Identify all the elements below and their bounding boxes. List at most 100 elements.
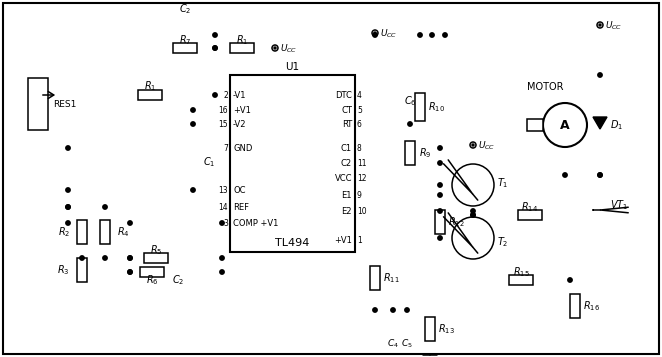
Circle shape [438, 193, 442, 197]
Text: $R_{16}$: $R_{16}$ [583, 299, 600, 313]
Text: $R_1$: $R_1$ [236, 33, 248, 47]
Text: $R_4$: $R_4$ [117, 225, 130, 239]
Circle shape [471, 209, 475, 213]
Circle shape [598, 73, 602, 77]
Text: 3: 3 [223, 218, 228, 227]
Text: $C_2$: $C_2$ [172, 273, 184, 287]
Bar [415, 93, 425, 121]
Bar [518, 210, 542, 220]
Text: +V1: +V1 [233, 106, 251, 115]
Bar [28, 78, 48, 130]
Text: $R_3$: $R_3$ [58, 263, 70, 277]
Circle shape [128, 256, 132, 260]
Text: VCC: VCC [334, 174, 352, 182]
Text: OC: OC [233, 186, 246, 195]
Text: $R_1$: $R_1$ [144, 79, 156, 93]
Circle shape [438, 183, 442, 187]
Circle shape [471, 213, 475, 217]
Text: REF: REF [233, 202, 249, 211]
Circle shape [66, 221, 70, 225]
Circle shape [103, 256, 107, 260]
Text: C1: C1 [341, 144, 352, 152]
Text: $R_{13}$: $R_{13}$ [438, 322, 455, 336]
Circle shape [443, 33, 448, 37]
Bar [77, 220, 87, 244]
Text: U1: U1 [285, 62, 300, 72]
Text: 8: 8 [357, 144, 361, 152]
Bar [425, 317, 435, 341]
Circle shape [408, 122, 412, 126]
Circle shape [220, 221, 224, 225]
Circle shape [391, 308, 395, 312]
Circle shape [438, 209, 442, 213]
Text: 4: 4 [357, 91, 362, 100]
Bar [509, 275, 533, 285]
Circle shape [220, 270, 224, 274]
Text: $C_6$: $C_6$ [404, 94, 416, 108]
Circle shape [563, 173, 567, 177]
Text: $R_{10}$: $R_{10}$ [428, 100, 445, 114]
Text: +V1: +V1 [334, 236, 352, 245]
Circle shape [66, 188, 70, 192]
Text: $U_{CC}$: $U_{CC}$ [380, 28, 397, 40]
Circle shape [213, 46, 217, 50]
Circle shape [66, 205, 70, 209]
Text: $R_{14}$: $R_{14}$ [522, 200, 539, 214]
Text: $U_{CC}$: $U_{CC}$ [478, 140, 495, 152]
Text: 14: 14 [218, 202, 228, 211]
Text: COMP +V1: COMP +V1 [233, 218, 279, 227]
Circle shape [213, 93, 217, 97]
Text: 2: 2 [223, 91, 228, 100]
Circle shape [599, 24, 601, 26]
Text: E2: E2 [342, 206, 352, 216]
Circle shape [66, 146, 70, 150]
Text: 16: 16 [218, 106, 228, 115]
Circle shape [430, 33, 434, 37]
Text: 12: 12 [357, 174, 367, 182]
Text: $R_5$: $R_5$ [150, 243, 162, 257]
Bar [144, 253, 168, 263]
Bar [77, 258, 87, 282]
Bar [527, 119, 543, 131]
Bar [140, 267, 164, 277]
Text: $R_{11}$: $R_{11}$ [383, 271, 400, 285]
Text: $R_7$: $R_7$ [179, 33, 191, 47]
Circle shape [438, 236, 442, 240]
Circle shape [598, 173, 602, 177]
Text: $R_9$: $R_9$ [419, 146, 432, 160]
Text: $R_6$: $R_6$ [146, 273, 158, 287]
Circle shape [213, 46, 217, 50]
Circle shape [191, 122, 195, 126]
Text: 15: 15 [218, 120, 228, 129]
Text: $T_2$: $T_2$ [497, 235, 508, 249]
Bar [100, 220, 110, 244]
Text: $R_{15}$: $R_{15}$ [512, 265, 530, 279]
Text: $R_2$: $R_2$ [58, 225, 70, 239]
Text: MOTOR: MOTOR [527, 82, 563, 92]
Text: 6: 6 [357, 120, 362, 129]
Bar [230, 43, 254, 53]
Circle shape [220, 256, 224, 260]
Circle shape [568, 278, 572, 282]
Text: 10: 10 [357, 206, 367, 216]
Text: A: A [560, 119, 570, 131]
Circle shape [128, 270, 132, 274]
Text: E1: E1 [342, 191, 352, 200]
Text: $U_{CC}$: $U_{CC}$ [280, 43, 297, 55]
Circle shape [373, 33, 377, 37]
Text: $U_{CC}$: $U_{CC}$ [605, 20, 622, 32]
Text: DTC: DTC [335, 91, 352, 100]
Circle shape [373, 308, 377, 312]
Text: $C_1$: $C_1$ [203, 155, 215, 169]
Text: $C_2$: $C_2$ [179, 2, 191, 16]
Text: -V2: -V2 [233, 120, 246, 129]
Circle shape [404, 308, 409, 312]
Circle shape [66, 205, 70, 209]
Circle shape [418, 33, 422, 37]
Polygon shape [593, 117, 607, 129]
Text: $C_4$: $C_4$ [387, 337, 399, 350]
Text: 7: 7 [223, 144, 228, 152]
Bar [138, 90, 162, 100]
Text: $VT_1$: $VT_1$ [610, 198, 628, 212]
Text: $C_5$: $C_5$ [401, 337, 413, 350]
